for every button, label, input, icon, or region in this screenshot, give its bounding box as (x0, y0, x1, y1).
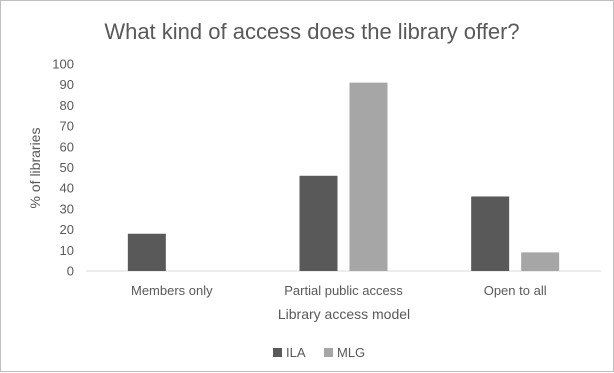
y-axis-title: % of libraries (27, 128, 43, 209)
bar-ila-3 (471, 196, 510, 271)
bar-mlg-2 (349, 82, 388, 271)
legend: ILA MLG (273, 345, 365, 360)
y-tick-label: 40 (60, 181, 74, 196)
bars-group (127, 82, 560, 271)
y-tick-label: 80 (60, 98, 74, 113)
legend-label-ila: ILA (286, 345, 306, 360)
x-category-label: Partial public access (284, 283, 403, 298)
y-tick-label: 60 (60, 139, 74, 154)
y-tick-label: 70 (60, 119, 74, 134)
y-tick-label: 100 (52, 57, 74, 72)
y-tick-label: 90 (60, 77, 74, 92)
bar-ila-2 (299, 175, 338, 271)
x-axis-title: Library access model (278, 306, 410, 322)
bar-ila-1 (127, 233, 166, 271)
legend-swatch-ila (273, 348, 282, 357)
bar-mlg-3 (521, 252, 560, 271)
y-tick-label: 10 (60, 243, 74, 258)
y-axis-ticks: 0 10 20 30 40 50 60 70 80 90 100 (52, 57, 74, 279)
legend-label-mlg: MLG (337, 345, 365, 360)
y-tick-label: 30 (60, 201, 74, 216)
x-category-label: Members only (131, 283, 213, 298)
legend-swatch-mlg (324, 348, 333, 357)
chart-title: What kind of access does the library off… (104, 19, 519, 44)
y-tick-label: 50 (60, 160, 74, 175)
y-tick-label: 20 (60, 222, 74, 237)
y-tick-label: 0 (67, 264, 74, 279)
category-labels: Members only Partial public access Open to… (131, 283, 547, 298)
x-category-label: Open to all (484, 283, 547, 298)
